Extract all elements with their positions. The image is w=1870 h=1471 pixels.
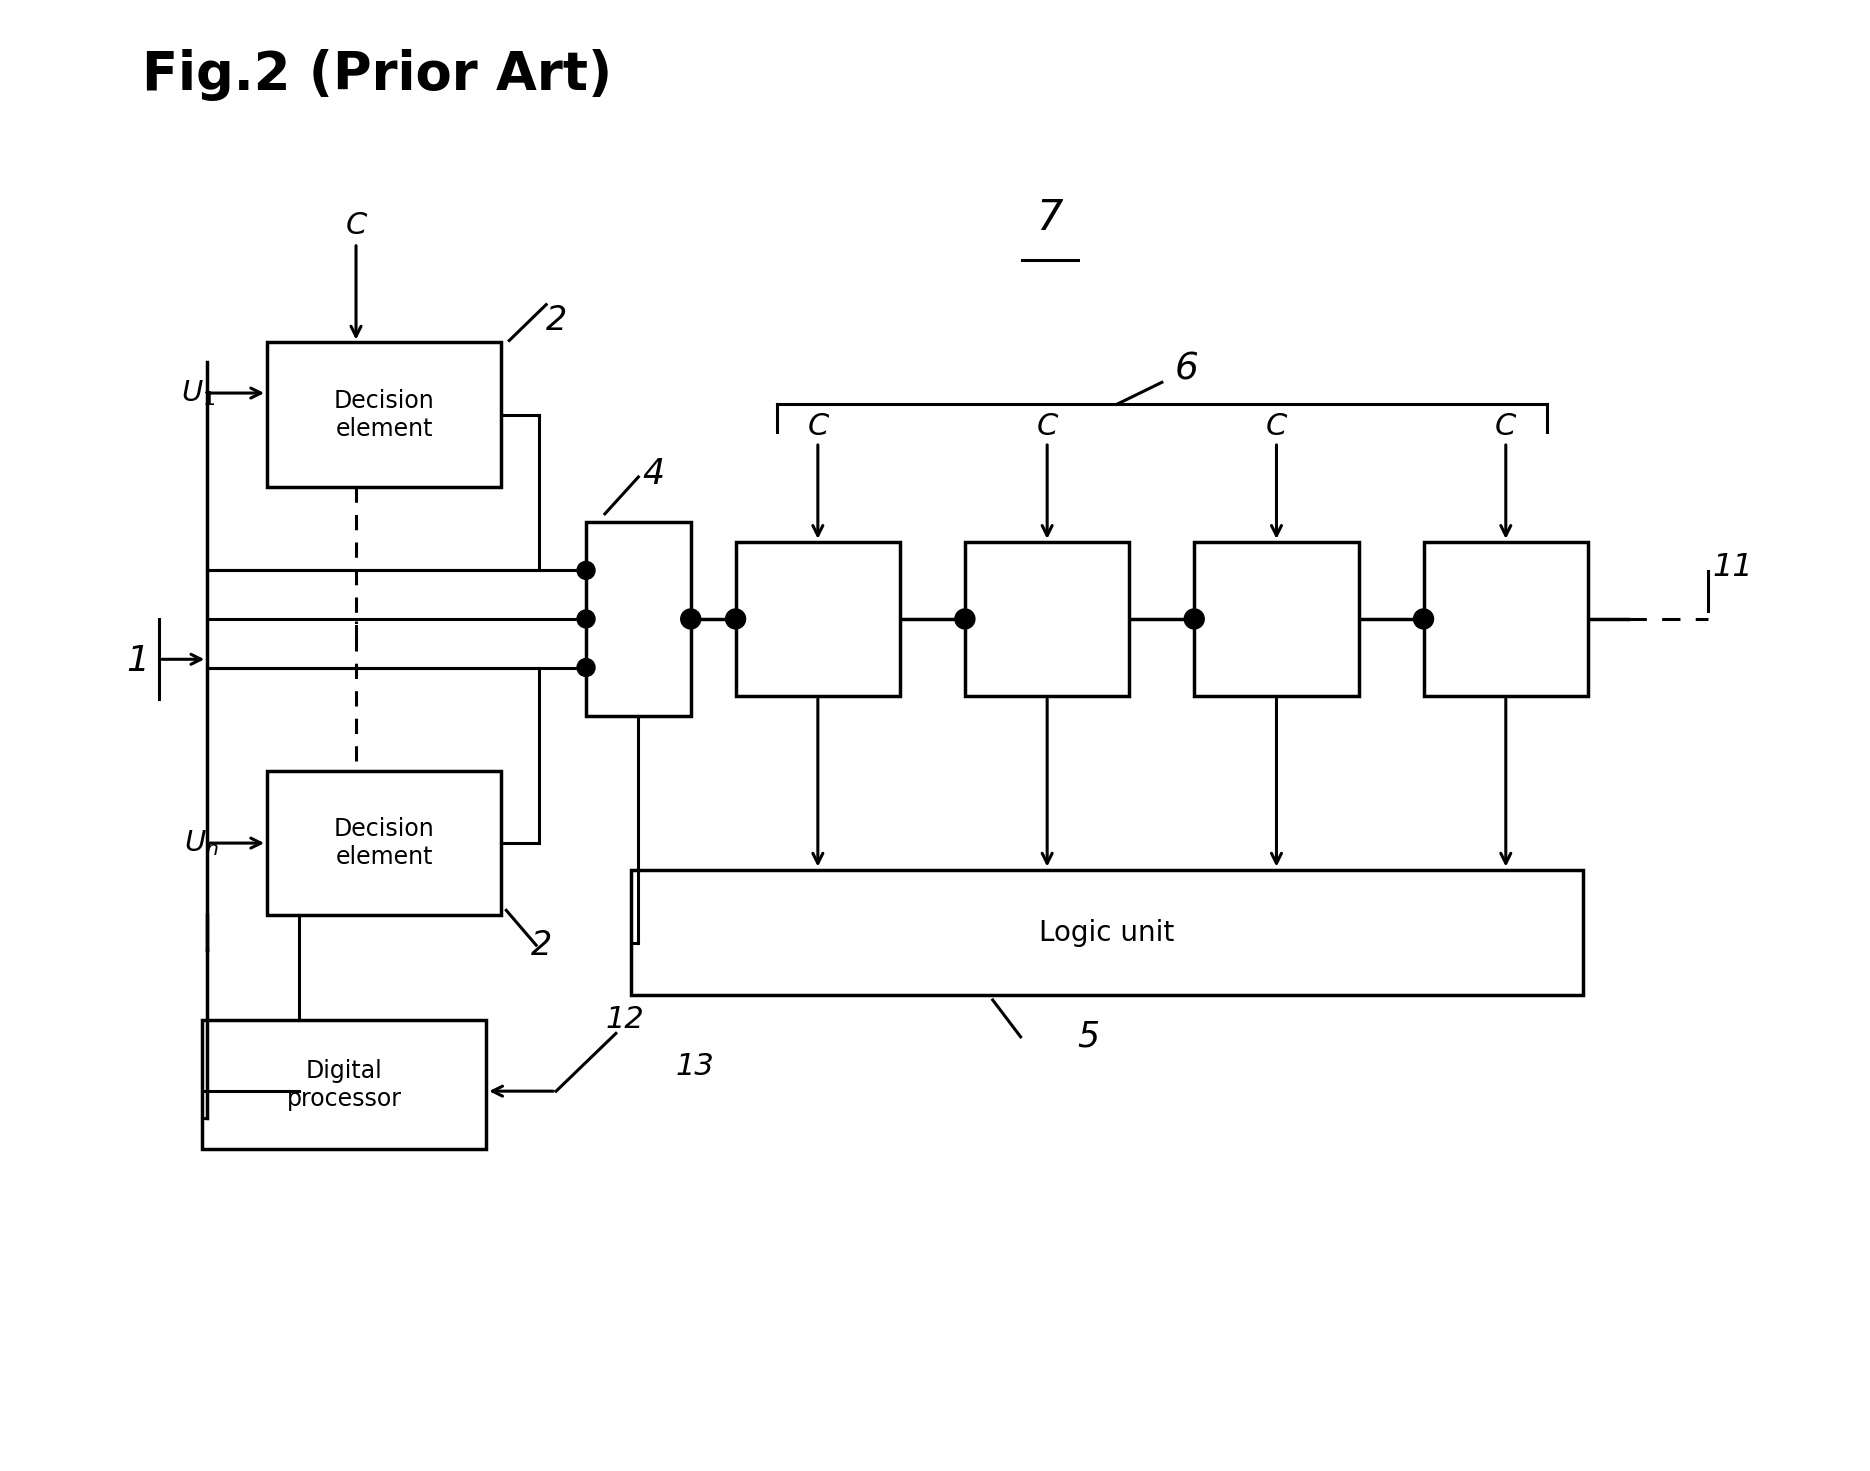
Bar xyxy=(965,541,1129,696)
Text: 7: 7 xyxy=(1036,197,1062,238)
Text: 12: 12 xyxy=(606,1005,645,1034)
Bar xyxy=(1423,541,1588,696)
Text: 1: 1 xyxy=(125,644,150,678)
Text: Fig.2 (Prior Art): Fig.2 (Prior Art) xyxy=(142,49,613,100)
Circle shape xyxy=(578,659,595,677)
Circle shape xyxy=(956,609,974,630)
Text: 6: 6 xyxy=(1174,352,1199,387)
Circle shape xyxy=(681,609,701,630)
Text: C: C xyxy=(1266,412,1287,441)
Text: 5: 5 xyxy=(1077,1019,1100,1053)
Bar xyxy=(267,343,501,487)
Bar xyxy=(267,771,501,915)
Text: $U_1$: $U_1$ xyxy=(181,378,215,407)
Text: Digital
processor: Digital processor xyxy=(286,1059,402,1111)
Circle shape xyxy=(726,609,746,630)
Text: 11: 11 xyxy=(1713,552,1754,583)
Bar xyxy=(202,1019,486,1149)
Text: $U_n$: $U_n$ xyxy=(185,828,219,858)
Circle shape xyxy=(578,562,595,580)
Bar xyxy=(585,522,690,716)
Text: C: C xyxy=(808,412,828,441)
Bar xyxy=(630,871,1584,994)
Text: 4: 4 xyxy=(641,457,664,491)
Circle shape xyxy=(578,610,595,628)
Text: Decision
element: Decision element xyxy=(333,818,434,869)
Bar xyxy=(735,541,899,696)
Text: 2: 2 xyxy=(531,928,552,962)
Bar xyxy=(1195,541,1359,696)
Text: 2: 2 xyxy=(546,304,567,337)
Text: 13: 13 xyxy=(675,1052,714,1081)
Circle shape xyxy=(1184,609,1204,630)
Text: C: C xyxy=(1036,412,1058,441)
Circle shape xyxy=(1414,609,1434,630)
Text: Logic unit: Logic unit xyxy=(1040,919,1174,947)
Text: C: C xyxy=(1496,412,1517,441)
Text: Decision
element: Decision element xyxy=(333,388,434,441)
Text: C: C xyxy=(346,212,367,240)
